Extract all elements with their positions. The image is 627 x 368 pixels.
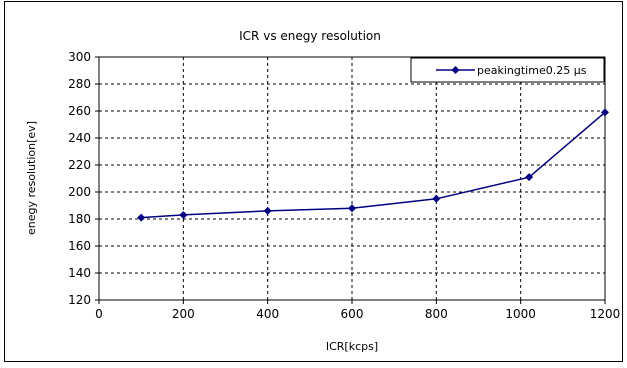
data-point-marker	[525, 173, 534, 182]
y-tick-label: 180	[68, 212, 91, 226]
series-group	[137, 108, 609, 222]
x-axis-ticks: 0 200 400 600 800 1000 1200	[95, 300, 620, 321]
data-point-marker	[179, 210, 188, 219]
data-point-marker	[601, 108, 609, 117]
x-tick-label: 1200	[590, 307, 621, 321]
x-axis-label: ICR[kcps]	[326, 340, 378, 353]
x-tick-label: 400	[256, 307, 279, 321]
x-tick-label: 600	[341, 307, 364, 321]
y-axis-label: enegy resolution[ev]	[25, 121, 38, 235]
x-tick-label: 0	[95, 307, 103, 321]
data-point-marker	[263, 206, 272, 215]
y-tick-label: 280	[68, 77, 91, 91]
legend-marker	[451, 66, 460, 74]
y-tick-label: 260	[68, 104, 91, 118]
data-point-marker	[432, 194, 441, 203]
legend-label: peakingtime0.25 μs	[477, 64, 587, 77]
y-tick-label: 220	[68, 158, 91, 172]
y-tick-label: 160	[68, 239, 91, 253]
y-tick-label: 120	[68, 293, 91, 307]
x-tick-label: 1000	[505, 307, 536, 321]
y-tick-label: 240	[68, 131, 91, 145]
y-tick-label: 200	[68, 185, 91, 199]
x-tick-label: 800	[425, 307, 448, 321]
y-axis-ticks: 120 140 160 180 200 220 240 260 280 300	[68, 50, 99, 307]
chart-frame: ICR vs enegy resolution 120 140 160 180 200 2…	[4, 1, 623, 362]
y-tick-label: 140	[68, 266, 91, 280]
legend-box	[410, 57, 605, 83]
data-point-marker	[137, 213, 146, 222]
x-tick-label: 200	[172, 307, 195, 321]
y-tick-label: 300	[68, 50, 91, 64]
chart-title: ICR vs enegy resolution	[239, 29, 381, 43]
legend: peakingtime0.25 μs	[410, 57, 605, 83]
data-point-marker	[348, 204, 356, 213]
line-chart: ICR vs enegy resolution 120 140 160 180 200 2…	[25, 29, 620, 353]
